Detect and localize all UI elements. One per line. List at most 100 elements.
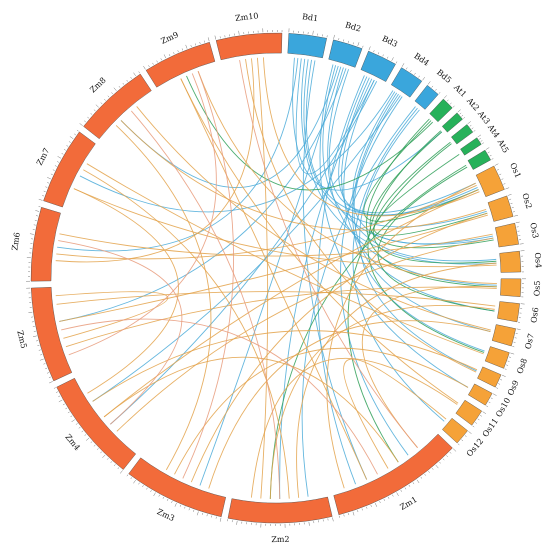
tick-mark xyxy=(386,56,389,59)
tick-mark xyxy=(472,425,475,428)
tick-mark xyxy=(96,448,99,450)
tick-mark xyxy=(114,464,116,467)
tick-mark xyxy=(464,435,467,437)
synteny-link xyxy=(57,58,299,252)
tick-mark xyxy=(515,221,520,224)
chromosome-Zm4 xyxy=(56,377,137,470)
tick-mark xyxy=(514,215,519,217)
tick-mark xyxy=(57,161,59,163)
chromosome-Os11 xyxy=(455,399,483,426)
tick-mark xyxy=(333,34,335,39)
tick-mark xyxy=(418,75,420,78)
synteny-link xyxy=(190,212,488,483)
synteny-link xyxy=(367,130,485,353)
tick-mark xyxy=(501,374,506,377)
synteny-link xyxy=(343,358,447,469)
synteny-link xyxy=(359,109,477,372)
tick-mark xyxy=(69,136,74,139)
tick-mark xyxy=(67,411,70,414)
tick-mark xyxy=(392,494,394,497)
tick-mark xyxy=(162,496,165,499)
tick-mark xyxy=(400,489,402,492)
synteny-link xyxy=(92,330,478,402)
chromosome-label-Os1: Os1 xyxy=(508,161,523,179)
synteny-link xyxy=(182,71,234,479)
synteny-link xyxy=(136,106,491,331)
tick-mark xyxy=(38,199,43,201)
tick-mark xyxy=(435,464,439,469)
tick-mark xyxy=(138,71,140,74)
synteny-link xyxy=(115,125,212,471)
tick-mark xyxy=(50,173,53,175)
tick-mark xyxy=(482,411,487,414)
chromosome-ticks xyxy=(26,28,526,528)
chromosome-label-Bd2: Bd2 xyxy=(344,20,362,33)
synteny-link xyxy=(327,67,497,286)
tick-mark xyxy=(63,149,66,151)
tick-mark xyxy=(383,498,385,501)
tick-mark xyxy=(457,109,461,113)
tick-mark xyxy=(513,341,516,343)
tick-mark xyxy=(391,57,394,61)
synteny-link xyxy=(92,95,401,402)
tick-mark xyxy=(152,62,154,65)
chromosome-label-Zm6: Zm6 xyxy=(10,232,21,251)
tick-mark xyxy=(504,368,507,370)
tick-mark xyxy=(153,492,156,497)
chromosome-Zm6 xyxy=(30,207,61,282)
tick-mark xyxy=(443,95,447,99)
tick-mark xyxy=(512,346,515,348)
tick-mark xyxy=(492,393,497,396)
synteny-link xyxy=(79,90,394,213)
tick-mark xyxy=(348,513,350,516)
chromosome-At2 xyxy=(441,112,463,133)
tick-mark xyxy=(47,182,50,184)
synteny-link xyxy=(296,262,497,498)
tick-mark xyxy=(100,102,103,105)
tick-mark xyxy=(332,517,334,522)
synteny-link xyxy=(319,64,469,388)
tick-mark xyxy=(357,510,359,513)
synteny-link xyxy=(361,285,497,449)
tick-mark xyxy=(118,85,121,88)
tick-mark xyxy=(475,422,477,424)
tick-mark xyxy=(420,476,423,479)
tick-mark xyxy=(143,65,146,70)
synteny-link xyxy=(58,240,183,425)
chromosome-label-Bd1: Bd1 xyxy=(302,12,319,23)
synteny-link xyxy=(279,78,373,499)
tick-mark xyxy=(387,496,390,499)
tick-mark xyxy=(377,52,380,55)
tick-mark xyxy=(375,503,377,507)
tick-mark xyxy=(203,40,205,43)
tick-mark xyxy=(130,477,133,480)
tick-mark xyxy=(366,506,368,509)
tick-mark xyxy=(68,141,71,143)
tick-mark xyxy=(93,444,96,447)
tick-mark xyxy=(177,50,179,53)
chromosome-label-Zm1: Zm1 xyxy=(398,495,418,512)
tick-mark xyxy=(352,511,355,516)
tick-mark xyxy=(503,183,506,185)
chromosome-Bd1 xyxy=(287,33,327,59)
synteny-link xyxy=(352,107,445,422)
tick-mark xyxy=(70,415,73,418)
tick-mark xyxy=(401,63,405,67)
synteny-link xyxy=(373,154,488,236)
tick-mark xyxy=(57,156,62,159)
tick-mark xyxy=(58,399,63,403)
synteny-link xyxy=(56,291,496,307)
synteny-link xyxy=(317,75,365,485)
tick-mark xyxy=(43,363,46,365)
tick-mark xyxy=(361,508,363,511)
tick-mark xyxy=(505,187,510,190)
tick-mark xyxy=(46,372,49,374)
tick-mark xyxy=(119,470,123,474)
tick-mark xyxy=(480,415,482,417)
chromosome-Os2 xyxy=(487,195,514,222)
synteny-link xyxy=(103,189,479,418)
tick-mark xyxy=(501,178,504,180)
chromosome-label-Os4: Os4 xyxy=(533,252,543,268)
